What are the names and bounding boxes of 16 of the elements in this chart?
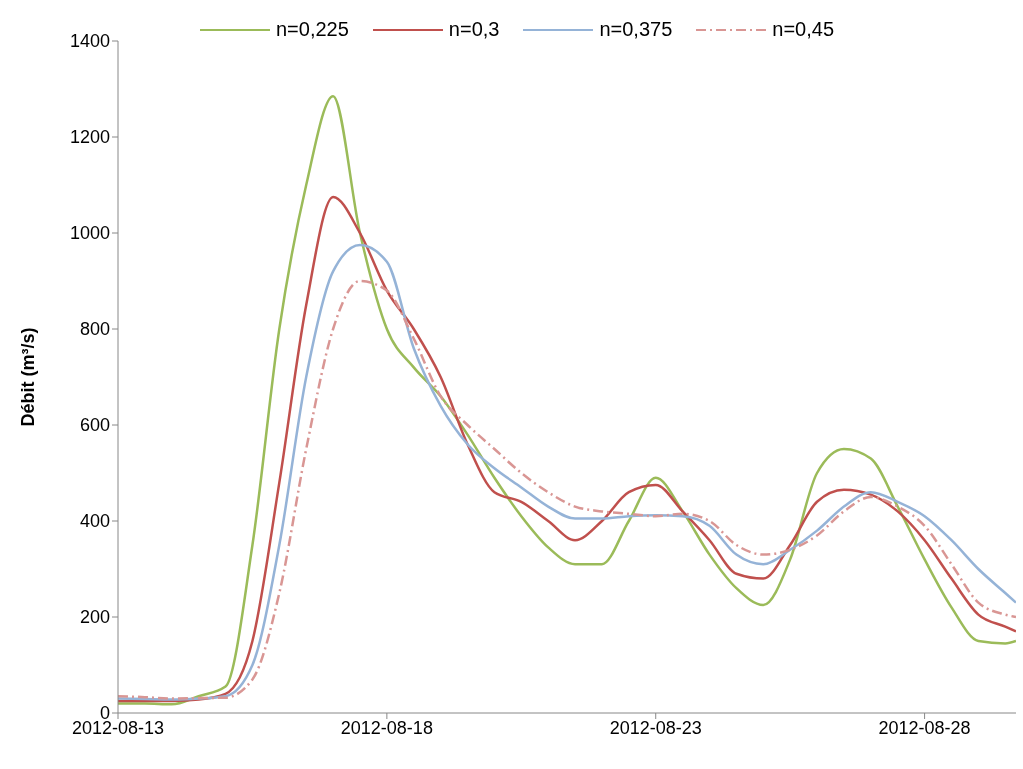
- y-tick-label: 1400: [69, 31, 110, 52]
- y-tick-label: 800: [79, 319, 110, 340]
- x-tick-label: 2012-08-18: [340, 717, 433, 738]
- y-tick-label: 1200: [69, 127, 110, 148]
- y-tick-label: 1000: [69, 223, 110, 244]
- x-tick-label: 2012-08-23: [609, 717, 702, 738]
- legend-label: n=0,3: [448, 18, 500, 41]
- y-tick-label: 400: [79, 511, 110, 532]
- y-tick-label: 200: [79, 607, 110, 628]
- y-tick-label: 600: [79, 415, 110, 436]
- x-tick-label: 2012-08-28: [878, 717, 971, 738]
- y-axis-title: Débit (m³/s): [18, 327, 39, 427]
- legend-label: n=0,375: [599, 18, 673, 41]
- line-series: [118, 94, 1016, 706]
- legend-label: n=0,225: [275, 18, 349, 41]
- legend-label: n=0,45: [772, 18, 835, 41]
